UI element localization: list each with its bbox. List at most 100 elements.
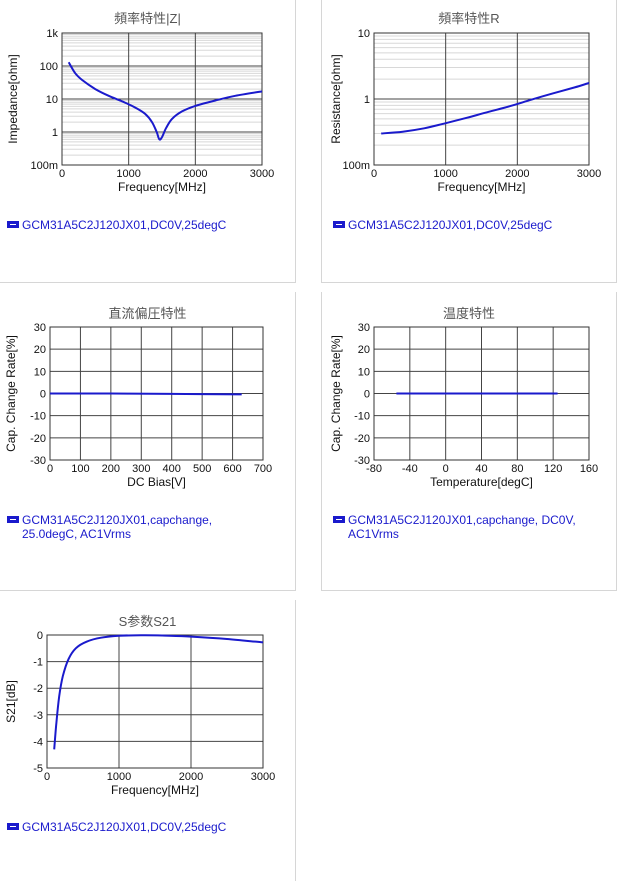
plot-area <box>47 635 263 768</box>
x-tick-label: 3000 <box>577 168 601 180</box>
legend-swatch <box>7 221 19 228</box>
y-axis-label: Impedance[ohm] <box>6 54 20 143</box>
chart-title: 直流偏圧特性 <box>108 306 187 321</box>
series-line <box>67 61 263 141</box>
y-tick-label: 20 <box>34 344 46 356</box>
y-tick-label: -2 <box>33 683 43 695</box>
y-tick-label: 1k <box>46 28 58 40</box>
legend[interactable]: GCM31A5C2J120JX01,DC0V,25degC <box>333 218 552 232</box>
x-axis-label: DC Bias[V] <box>127 475 186 489</box>
x-tick-label: 1000 <box>107 771 131 783</box>
y-tick-label: -20 <box>30 433 46 445</box>
y-tick-label: 10 <box>46 94 58 106</box>
y-axis-label: Cap. Change Rate[%] <box>4 335 18 452</box>
legend-swatch <box>333 516 345 523</box>
chart-title: 温度特性 <box>442 306 495 321</box>
legend[interactable]: GCM31A5C2J120JX01,capchange, 25.0degC, A… <box>7 513 212 541</box>
y-tick-label: 0 <box>40 389 46 401</box>
x-tick-label: 400 <box>163 463 181 475</box>
legend-swatch <box>7 823 19 830</box>
chart-title: S参数S21 <box>118 614 177 629</box>
y-axis-label: Cap. Change Rate[%] <box>329 335 343 452</box>
x-tick-label: 80 <box>511 463 523 475</box>
y-tick-label: -3 <box>33 710 43 722</box>
legend-label-cont: 25.0degC, AC1Vrms <box>22 527 131 541</box>
x-axis-label: Frequency[MHz] <box>111 783 199 797</box>
y-tick-label: 30 <box>358 322 370 334</box>
y-tick-label: -4 <box>33 736 43 748</box>
y-tick-label: 10 <box>358 366 370 378</box>
y-tick-label: 0 <box>37 630 43 642</box>
plot-frame <box>61 32 263 166</box>
panel-temperature: 温度特性 -30 -20 -10 0 10 20 30 -80 -40 0 40 80 120 160 Te… <box>321 292 617 591</box>
y-tick-label: 100 <box>40 61 58 73</box>
y-tick-label: 1 <box>52 127 58 139</box>
y-tick-label: 10 <box>34 366 46 378</box>
x-tick-label: 2000 <box>505 168 529 180</box>
y-tick-label: 30 <box>34 322 46 334</box>
s21-chart: -5 -4 -3 -2 -1 0 0 1000 2000 3000 Frequency[MHz] S2… <box>4 630 275 797</box>
x-tick-label: 200 <box>102 463 120 475</box>
y-tick-label: 100m <box>342 160 370 172</box>
y-tick-label: 10 <box>358 28 370 40</box>
series-line <box>53 634 264 750</box>
x-axis-label: Frequency[MHz] <box>118 180 206 194</box>
y-tick-label: -20 <box>354 433 370 445</box>
legend[interactable]: GCM31A5C2J120JX01,DC0V,25degC <box>7 218 226 232</box>
panel-resistance: 頻率特性R 100m 1 10 0 1000 2000 3000 Frequency[MHz]… <box>321 0 617 283</box>
y-tick-label: -10 <box>30 411 46 423</box>
series-line <box>381 82 590 135</box>
x-tick-label: 2000 <box>179 771 203 783</box>
temperature-chart: -30 -20 -10 0 10 20 30 -80 -40 0 40 80 120 160 Tempera… <box>329 322 598 489</box>
x-tick-label: 3000 <box>251 771 275 783</box>
x-tick-label: 1000 <box>433 168 457 180</box>
x-tick-label: 1000 <box>116 168 140 180</box>
y-tick-label: 100m <box>30 160 58 172</box>
x-tick-label: 120 <box>544 463 562 475</box>
plot-frame <box>373 32 590 166</box>
x-tick-label: 0 <box>47 463 53 475</box>
legend[interactable]: GCM31A5C2J120JX01,capchange, DC0V, AC1Vr… <box>333 513 576 541</box>
legend-label: GCM31A5C2J120JX01,capchange, DC0V, <box>348 513 576 527</box>
x-tick-label: 0 <box>371 168 377 180</box>
x-tick-label: 100 <box>71 463 89 475</box>
legend-label: GCM31A5C2J120JX01,DC0V,25degC <box>22 218 227 232</box>
panel-impedance: 頻率特性|Z| 100m 1 10 100 1k 0 1000 2000 3000 Frequen… <box>0 0 296 283</box>
legend-swatch <box>333 221 345 228</box>
x-tick-label: 2000 <box>183 168 207 180</box>
x-tick-label: 500 <box>193 463 211 475</box>
x-tick-label: 40 <box>475 463 487 475</box>
chart-title: 頻率特性|Z| <box>114 11 181 26</box>
x-tick-label: -80 <box>366 463 382 475</box>
x-axis-label: Temperature[degC] <box>430 475 533 489</box>
x-axis-label: Frequency[MHz] <box>437 180 525 194</box>
y-axis-label: Resistance[ohm] <box>329 54 343 143</box>
chart-title: 頻率特性R <box>438 11 500 26</box>
x-tick-label: -40 <box>402 463 418 475</box>
legend-swatch <box>7 516 19 523</box>
y-tick-label: 20 <box>358 344 370 356</box>
y-tick-label: -30 <box>30 455 46 467</box>
x-tick-label: 600 <box>223 463 241 475</box>
legend[interactable]: GCM31A5C2J120JX01,DC0V,25degC <box>7 820 226 834</box>
impedance-chart: 100m 1 10 100 1k 0 1000 2000 3000 Frequency[MHz] I… <box>6 28 274 194</box>
legend-label-cont: AC1Vrms <box>348 527 399 541</box>
x-tick-label: 160 <box>580 463 598 475</box>
y-tick-label: -30 <box>354 455 370 467</box>
y-tick-label: -10 <box>354 411 370 423</box>
y-axis-label: S21[dB] <box>4 680 18 723</box>
plot-frame <box>373 326 590 461</box>
panel-s21: S参数S21 -5 -4 -3 -2 -1 0 0 1000 2000 3000 Frequency… <box>0 600 296 881</box>
y-tick-label: 1 <box>364 94 370 106</box>
legend-label: GCM31A5C2J120JX01,DC0V,25degC <box>22 820 227 834</box>
resistance-chart: 100m 1 10 0 1000 2000 3000 Frequency[MHz] Resist… <box>329 28 601 194</box>
x-tick-label: 0 <box>59 168 65 180</box>
panel-dc-bias: 直流偏圧特性 -30 -20 -10 0 10 20 30 0 100 200 300 400 500 6… <box>0 292 296 591</box>
x-tick-label: 300 <box>132 463 150 475</box>
y-tick-label: -1 <box>33 657 43 669</box>
legend-label: GCM31A5C2J120JX01,capchange, <box>22 513 213 527</box>
x-tick-label: 700 <box>254 463 272 475</box>
x-tick-label: 3000 <box>250 168 274 180</box>
x-tick-label: 0 <box>443 463 449 475</box>
